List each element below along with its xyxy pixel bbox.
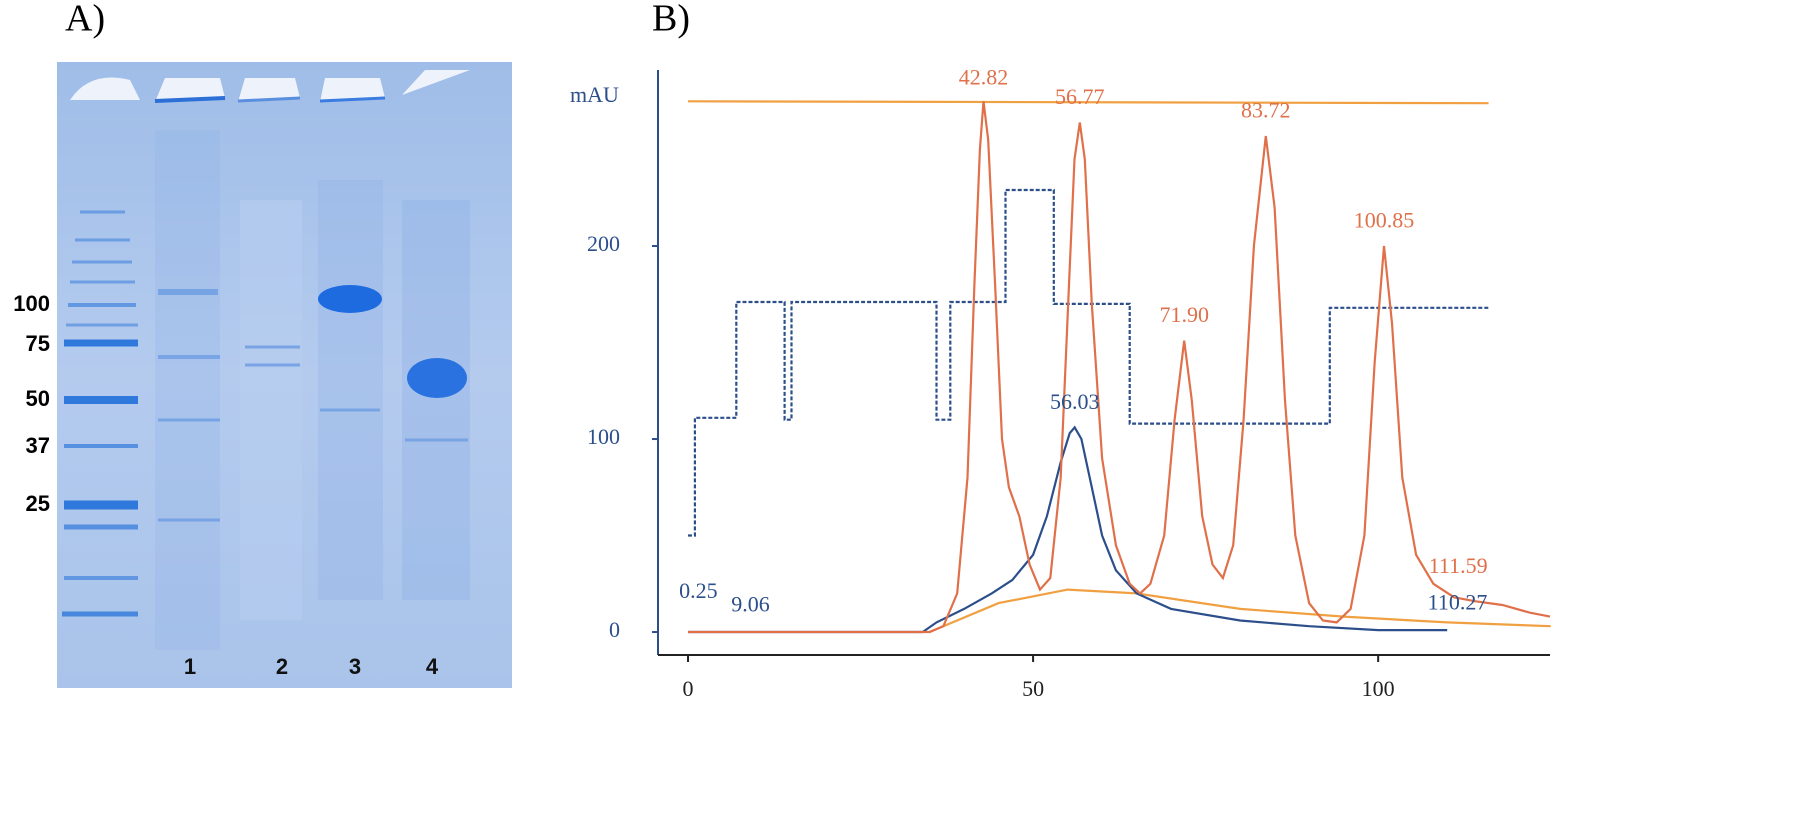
panel-label: B) [652, 0, 690, 40]
y-axis-label: mAU [570, 82, 619, 107]
series-line [688, 188, 1489, 537]
marker-label: 100 [13, 291, 50, 316]
series-line [688, 425, 1448, 634]
x-tick-label: 100 [1362, 676, 1395, 701]
marker-label: 25 [26, 491, 50, 516]
lane-label: 2 [276, 654, 288, 679]
lane-label: 4 [426, 654, 439, 679]
panel-label: A) [65, 0, 105, 40]
chromatogram: mAU 0 100 200 0 50 100 42.82 56.77 83.72 100.85 71.… [570, 65, 1551, 701]
peak-label: 56.77 [1055, 84, 1105, 109]
series-line [929, 588, 1551, 634]
peak-label: 9.06 [731, 592, 770, 617]
marker-label: 37 [26, 433, 50, 458]
peak-label: 100.85 [1354, 207, 1415, 232]
gel: 100 75 50 37 25 1 2 3 4 [13, 62, 512, 688]
series-line [687, 100, 1489, 105]
marker-label: 75 [26, 331, 50, 356]
peak-label: 83.72 [1241, 97, 1291, 122]
peak-label: 71.90 [1159, 302, 1209, 327]
y-tick-label: 0 [609, 617, 620, 642]
x-tick-label: 0 [683, 676, 694, 701]
peak-label: 110.27 [1428, 590, 1488, 615]
marker-label: 50 [26, 386, 50, 411]
x-tick-label: 50 [1022, 676, 1044, 701]
lane-label: 1 [184, 654, 196, 679]
lane-label: 3 [349, 654, 361, 679]
series-line [688, 101, 1551, 634]
peak-label: 56.03 [1050, 389, 1100, 414]
y-tick-label: 100 [587, 424, 620, 449]
y-tick-label: 200 [587, 231, 620, 256]
peak-label: 0.25 [679, 578, 718, 603]
peak-label: 111.59 [1429, 553, 1488, 578]
peak-label: 42.82 [959, 65, 1009, 90]
